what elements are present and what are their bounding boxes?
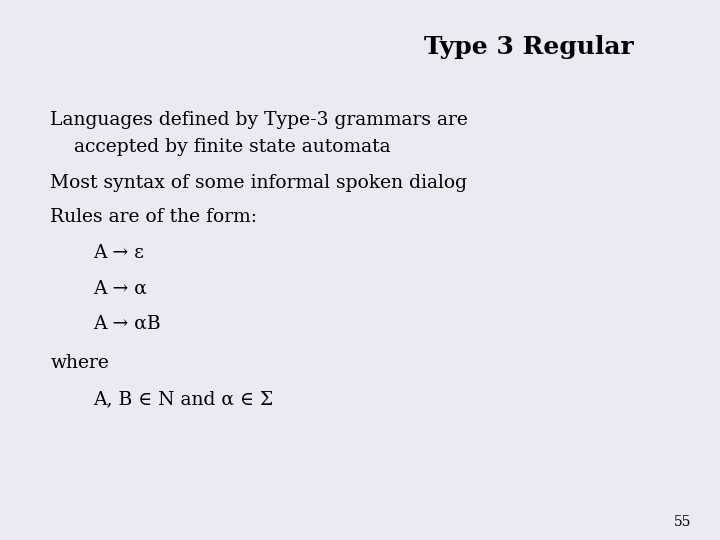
- Text: Rules are of the form:: Rules are of the form:: [50, 208, 258, 226]
- Text: A → αB: A → αB: [94, 314, 161, 332]
- Text: accepted by finite state automata: accepted by finite state automata: [50, 138, 391, 156]
- Text: A, B ∈ N and α ∈ Σ: A, B ∈ N and α ∈ Σ: [94, 390, 274, 408]
- Text: Languages defined by Type-3 grammars are: Languages defined by Type-3 grammars are: [50, 111, 468, 129]
- Text: A → α: A → α: [94, 279, 148, 297]
- Text: where: where: [50, 354, 109, 372]
- Text: Most syntax of some informal spoken dialog: Most syntax of some informal spoken dial…: [50, 174, 467, 192]
- Text: A → ε: A → ε: [94, 244, 145, 262]
- Text: Type 3 Regular: Type 3 Regular: [424, 35, 634, 59]
- Text: 55: 55: [674, 515, 691, 529]
